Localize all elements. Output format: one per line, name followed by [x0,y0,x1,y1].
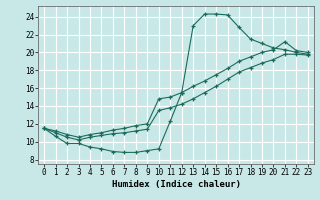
X-axis label: Humidex (Indice chaleur): Humidex (Indice chaleur) [111,180,241,189]
